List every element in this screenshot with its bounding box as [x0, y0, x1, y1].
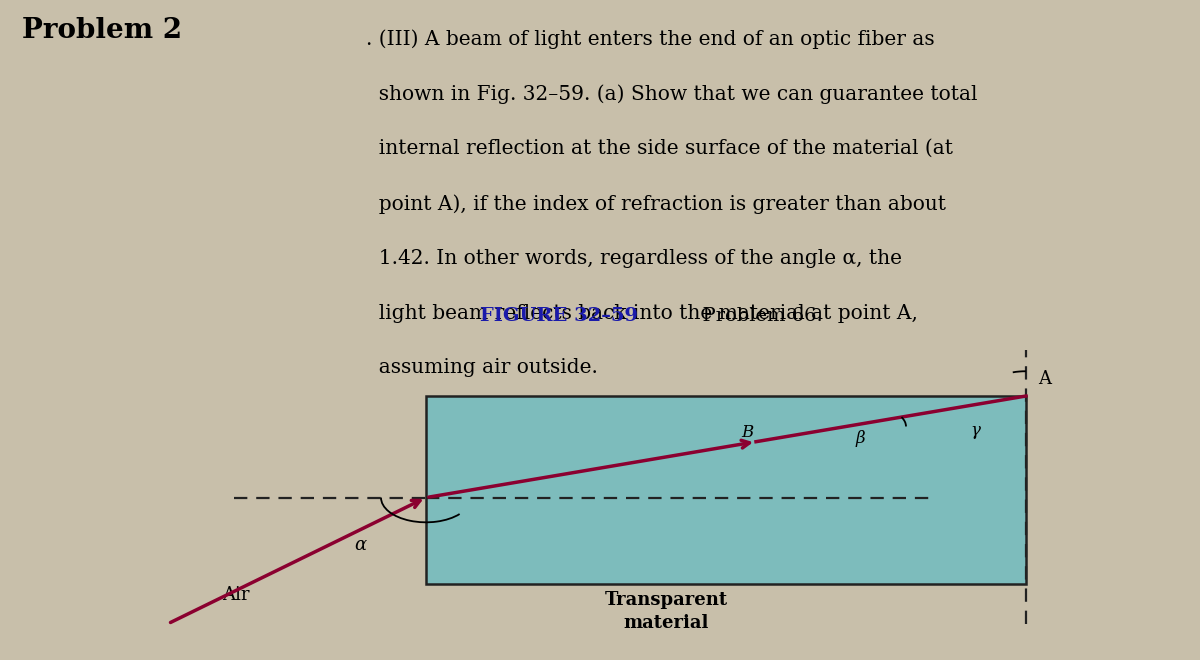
Text: Air: Air	[222, 586, 250, 604]
Bar	[426, 396, 1026, 584]
Text: FIGURE 32–59: FIGURE 32–59	[480, 307, 638, 325]
Text: A: A	[1038, 370, 1051, 388]
Text: 1.42. In other words, regardless of the angle α, the: 1.42. In other words, regardless of the …	[366, 249, 902, 268]
Text: assuming air outside.: assuming air outside.	[366, 358, 598, 378]
Text: internal reflection at the side surface of the material (at: internal reflection at the side surface …	[366, 139, 953, 158]
Text: Problem 2: Problem 2	[22, 16, 181, 44]
Text: β: β	[856, 430, 865, 447]
Text: point A), if the index of refraction is greater than about: point A), if the index of refraction is …	[366, 194, 946, 214]
Text: α: α	[354, 536, 366, 554]
Text: Problem 66.: Problem 66.	[690, 307, 823, 325]
Text: γ: γ	[971, 422, 980, 440]
Text: . (III) A beam of light enters the end of an optic fiber as: . (III) A beam of light enters the end o…	[366, 30, 935, 50]
Text: light beam reflects back into the material at point A,: light beam reflects back into the materi…	[366, 304, 918, 323]
Text: Transparent
material: Transparent material	[605, 591, 727, 632]
Text: B: B	[742, 424, 754, 442]
Text: shown in Fig. 32–59. (a) Show that we can guarantee total: shown in Fig. 32–59. (a) Show that we ca…	[366, 84, 978, 104]
